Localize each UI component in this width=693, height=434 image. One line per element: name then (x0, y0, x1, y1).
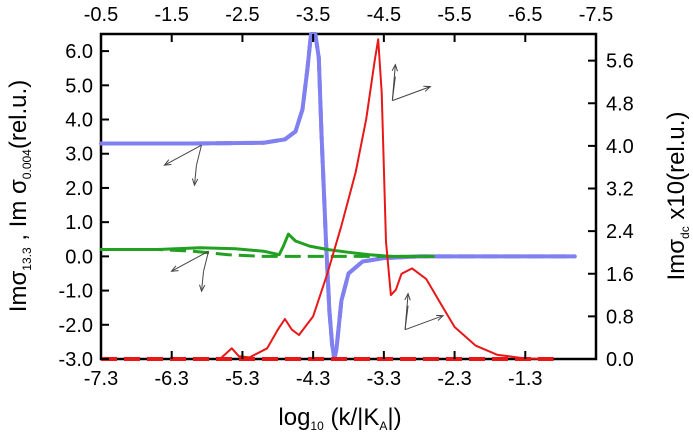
annotation-layer (163, 63, 445, 331)
top-tick-label: -7.5 (579, 4, 613, 26)
left-tick-label: 2.0 (65, 178, 93, 200)
bottom-tick-label: -3.3 (367, 368, 401, 390)
bottom-tick-label: -4.3 (296, 368, 330, 390)
top-tick-label: -5.5 (437, 4, 471, 26)
annotation-arrow (404, 293, 409, 330)
annotation-arrow (201, 271, 205, 292)
top-tick-label: -4.5 (367, 4, 401, 26)
annotation-arrowhead (163, 159, 172, 166)
annotation-arrow (404, 315, 444, 331)
left-tick-label: -3.0 (59, 349, 93, 371)
right-tick-label: 4.8 (606, 93, 634, 115)
left-tick-label: 6.0 (65, 41, 93, 63)
right-tick-label: 4.0 (606, 136, 634, 158)
top-tick-label: -1.5 (154, 4, 188, 26)
bottom-tick-label: -2.3 (437, 368, 471, 390)
right-tick-label: 0.0 (606, 349, 634, 371)
left-tick-label: 5.0 (65, 75, 93, 97)
bottom-axis: -7.3 -6.3 -5.3 -4.3 -3.3 -2.3 -1.3 (84, 351, 543, 390)
bottom-tick-label: -1.3 (508, 368, 542, 390)
right-axis-title: Imσdc x10(rel.u.) (663, 112, 692, 281)
right-tick-label: 0.8 (606, 306, 634, 328)
annotation-arrow (164, 144, 202, 166)
annotation-arrow (193, 165, 197, 186)
left-tick-label: 0.0 (65, 246, 93, 268)
annotation-stem (203, 251, 210, 272)
left-axis-title: Imσ13.3 , Im σ0.004(rel.u.) (5, 80, 34, 312)
right-tick-label: 3.2 (606, 179, 634, 201)
top-tick-label: -3.5 (296, 4, 330, 26)
left-tick-label: -1.0 (59, 281, 93, 303)
annotation-arrowhead (404, 292, 411, 301)
top-tick-label: -0.5 (84, 4, 118, 26)
annotation-arrowhead (199, 284, 206, 293)
bottom-tick-label: -5.3 (225, 368, 259, 390)
series-line-5-solid (220, 38, 548, 360)
right-tick-label: 5.6 (606, 51, 634, 73)
right-tick-label: 2.4 (606, 221, 634, 243)
series-line-1-solid (99, 32, 577, 361)
top-axis: -0.5 -1.5 -2.5 -3.5 -4.5 -5.5 -6.5 -7.5 (84, 4, 613, 42)
series-layer (99, 32, 577, 361)
annotation-arrowhead (423, 85, 432, 92)
left-tick-label: 3.0 (65, 144, 93, 166)
plot-area (99, 32, 598, 361)
left-axis: 6.0 5.0 4.0 3.0 2.0 1.0 0.0 -1.0 -2.0 -3.0 (59, 41, 109, 371)
left-tick-label: 1.0 (65, 212, 93, 234)
annotation-arrowhead (436, 314, 445, 321)
left-tick-label: -2.0 (59, 315, 93, 337)
right-axis: 5.6 4.8 4.0 3.2 2.4 1.6 0.8 0.0 (588, 51, 634, 371)
right-tick-label: 1.6 (606, 264, 634, 286)
series-line-3-solid (99, 232, 435, 258)
annotation-arrow (171, 250, 209, 272)
bottom-tick-label: -7.3 (84, 368, 118, 390)
series-line-2-dashed (101, 32, 575, 361)
annotation-arrowhead (191, 178, 199, 187)
top-tick-label: -2.5 (225, 4, 259, 26)
annotation-stem (195, 145, 202, 166)
plot-frame (99, 32, 598, 361)
annotation-arrow (392, 86, 431, 102)
annotation-arrowhead (170, 265, 179, 272)
series-line-4-dashed (101, 248, 434, 258)
x-axis-title: log10 (k/|KA|) (278, 404, 401, 433)
annotation-arrow (391, 64, 396, 101)
top-tick-label: -6.5 (508, 4, 542, 26)
bottom-tick-label: -6.3 (154, 368, 188, 390)
left-tick-label: 4.0 (65, 110, 93, 132)
annotation-arrowhead (391, 63, 398, 72)
